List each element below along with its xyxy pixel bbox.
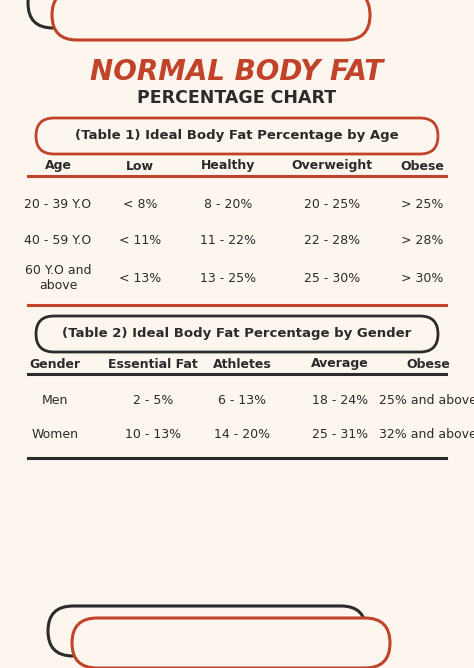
Text: (Table 2) Ideal Body Fat Percentage by Gender: (Table 2) Ideal Body Fat Percentage by G…: [63, 327, 411, 341]
Text: Obese: Obese: [400, 160, 444, 172]
Text: 32% and above: 32% and above: [379, 428, 474, 442]
Text: < 8%: < 8%: [123, 198, 157, 212]
Text: 8 - 20%: 8 - 20%: [204, 198, 252, 212]
Text: 10 - 13%: 10 - 13%: [125, 428, 181, 442]
Text: 20 - 25%: 20 - 25%: [304, 198, 360, 212]
Text: 22 - 28%: 22 - 28%: [304, 234, 360, 246]
Text: (Table 1) Ideal Body Fat Percentage by Age: (Table 1) Ideal Body Fat Percentage by A…: [75, 130, 399, 142]
Text: 20 - 39 Y.O: 20 - 39 Y.O: [25, 198, 91, 212]
Text: 2 - 5%: 2 - 5%: [133, 393, 173, 407]
Text: Average: Average: [311, 357, 369, 371]
Text: 25 - 31%: 25 - 31%: [312, 428, 368, 442]
FancyBboxPatch shape: [72, 618, 390, 668]
FancyBboxPatch shape: [28, 0, 346, 28]
FancyBboxPatch shape: [36, 316, 438, 352]
Text: > 25%: > 25%: [401, 198, 443, 212]
FancyBboxPatch shape: [48, 606, 366, 656]
Text: 6 - 13%: 6 - 13%: [218, 393, 266, 407]
Text: PERCENTAGE CHART: PERCENTAGE CHART: [137, 89, 337, 107]
Text: > 28%: > 28%: [401, 234, 443, 246]
Text: Obese: Obese: [406, 357, 450, 371]
Text: NORMAL BODY FAT: NORMAL BODY FAT: [91, 58, 383, 86]
Text: > 30%: > 30%: [401, 271, 443, 285]
Text: Overweight: Overweight: [292, 160, 373, 172]
Text: < 11%: < 11%: [119, 234, 161, 246]
Text: 40 - 59 Y.O: 40 - 59 Y.O: [24, 234, 91, 246]
Text: < 13%: < 13%: [119, 271, 161, 285]
Text: 14 - 20%: 14 - 20%: [214, 428, 270, 442]
Text: 11 - 22%: 11 - 22%: [200, 234, 256, 246]
Text: Age: Age: [45, 160, 72, 172]
Text: Low: Low: [126, 160, 154, 172]
Text: Men: Men: [42, 393, 68, 407]
Text: Women: Women: [31, 428, 79, 442]
FancyBboxPatch shape: [52, 0, 370, 40]
Text: Gender: Gender: [29, 357, 81, 371]
Text: Athletes: Athletes: [213, 357, 272, 371]
Text: Healthy: Healthy: [201, 160, 255, 172]
FancyBboxPatch shape: [36, 118, 438, 154]
Text: 25 - 30%: 25 - 30%: [304, 271, 360, 285]
Text: 13 - 25%: 13 - 25%: [200, 271, 256, 285]
Text: 60 Y.O and
above: 60 Y.O and above: [25, 264, 91, 292]
Text: Essential Fat: Essential Fat: [108, 357, 198, 371]
Text: 18 - 24%: 18 - 24%: [312, 393, 368, 407]
Text: 25% and above: 25% and above: [379, 393, 474, 407]
